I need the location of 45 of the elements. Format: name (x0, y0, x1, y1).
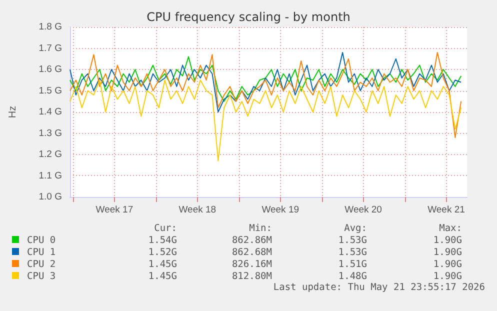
text: 1.51G (337, 258, 367, 270)
text: 1.90G (432, 246, 462, 258)
y-tick-label: 1.2 G (38, 149, 62, 160)
text: 1.53G (337, 234, 367, 246)
text: Max: (438, 222, 462, 234)
text: Min: (248, 222, 272, 234)
legend-label: CPU 0 (26, 234, 57, 246)
x-tick-label: Week 20 (344, 204, 382, 216)
y-tick-label: 1.5 G (38, 85, 62, 96)
y-tick-label: 1.3 G (38, 128, 62, 139)
y-tick-label: 1.1 G (38, 170, 62, 182)
x-tick-label: Week 21 (428, 204, 465, 216)
text: 1.52G (147, 246, 177, 258)
text: 1.90G (432, 258, 462, 270)
y-tick-label: 1.0 G (38, 192, 62, 202)
y-axis-title: Hz (8, 106, 18, 118)
text: 1.90G (432, 234, 462, 246)
line-series (70, 52, 462, 138)
y-tick-label: 1.4 G (38, 106, 62, 118)
legend-label: CPU 2 (26, 258, 57, 270)
legend-label: CPU 3 (26, 270, 57, 282)
text: Avg: (343, 222, 367, 234)
text: 862.86M (230, 234, 272, 246)
x-tick-label: Week 19 (262, 204, 300, 216)
text: 1.45G (147, 258, 177, 270)
legend-label: CPU 1 (26, 246, 57, 258)
y-tick-label: 1.8 G (38, 22, 62, 32)
x-tick-label: Week 18 (178, 204, 216, 216)
line-series (70, 52, 462, 112)
text: 1.90G (432, 270, 462, 282)
line-series (70, 80, 462, 162)
line-series (70, 56, 462, 102)
y-tick-label: 1.6 G (38, 64, 62, 75)
text: 1.45G (147, 270, 177, 282)
x-tick-label: Week 17 (96, 204, 134, 216)
text: 812.80M (230, 270, 272, 282)
text: Last update: Thu May 21 23:55:17 2026 (272, 282, 486, 293)
y-tick-label: 1.7 G (38, 42, 62, 54)
chart-title: CPU frequency scaling - by month (146, 10, 350, 24)
text: 1.48G (337, 270, 367, 282)
text: Cur: (153, 222, 177, 234)
text: 862.68M (230, 246, 272, 258)
text: 1.54G (147, 234, 177, 246)
text: 1.53G (337, 246, 367, 258)
text: 826.16M (230, 258, 272, 270)
